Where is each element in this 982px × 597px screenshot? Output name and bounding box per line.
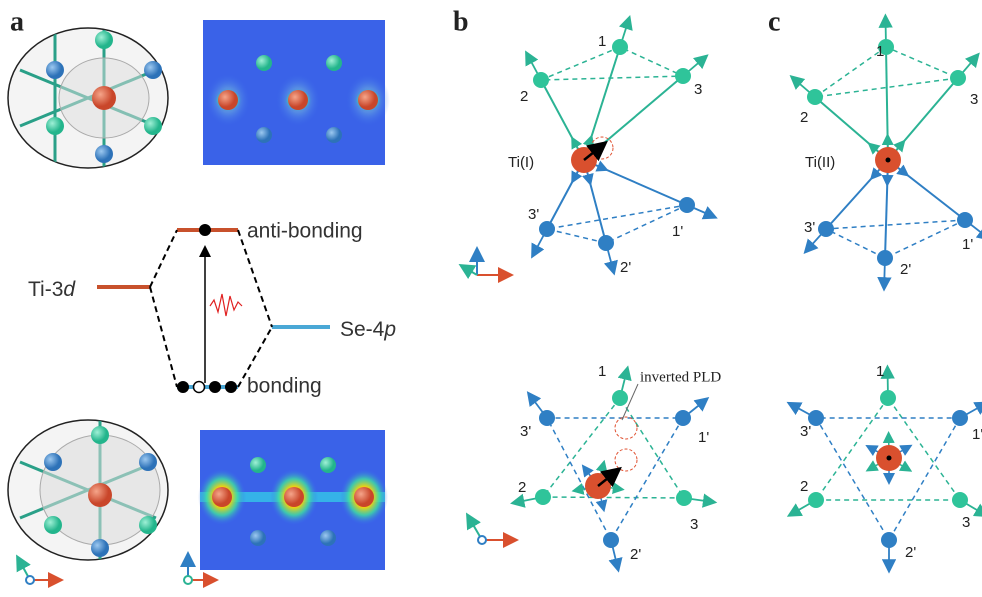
- density-map-top: [203, 20, 390, 165]
- atom-label: 3: [690, 516, 698, 533]
- ti-level-label-text: Ti-3: [28, 278, 63, 301]
- annotation: inverted PLD: [640, 369, 721, 385]
- atom: [598, 235, 614, 251]
- atom-label: 1': [972, 426, 982, 443]
- atom-label: 3': [528, 206, 539, 223]
- ghost-position: [615, 449, 637, 471]
- atom-label: 2: [800, 478, 808, 495]
- atom: [533, 72, 549, 88]
- center-dot: [886, 158, 891, 163]
- atom: [952, 410, 968, 426]
- ghost-position: [591, 137, 613, 159]
- center-dot: [887, 456, 892, 461]
- atom-label: 2: [520, 88, 528, 105]
- structure-0: 1 2 3 1' 2' 3' Ti(I): [508, 18, 714, 276]
- density-map-bottom: [198, 430, 388, 570]
- atom-label: 1: [876, 43, 884, 60]
- atom: [612, 39, 628, 55]
- atom-label: 1: [598, 363, 606, 380]
- ti-level-label: Ti-3d: [28, 278, 76, 301]
- atom: [957, 212, 973, 228]
- atom: [675, 410, 691, 426]
- atom: [603, 532, 619, 548]
- atom-label: 3': [800, 423, 811, 440]
- atom: [881, 532, 897, 548]
- atom-label: 3: [970, 91, 978, 108]
- atom-label: 2: [800, 109, 808, 126]
- atom-label: 1': [962, 236, 973, 253]
- atom-label: 3: [694, 81, 702, 98]
- atom-label: 1: [598, 33, 606, 50]
- atom: [807, 89, 823, 105]
- atom: [950, 70, 966, 86]
- dashed-triangle: [547, 205, 687, 243]
- structure-bottom: [8, 420, 168, 560]
- atom-label: 2': [900, 261, 911, 278]
- atom: [880, 390, 896, 406]
- atom: [679, 197, 695, 213]
- figure: a b c Ti-3d Se-4p anti-bonding bonding 1 2 3 1' 2' 3…: [0, 0, 982, 597]
- dashed-triangle: [547, 418, 683, 540]
- dashed-triangle: [826, 220, 965, 258]
- structure-3: 1 2 3 1' 2' 3': [790, 363, 982, 570]
- energy-diagram: [97, 224, 330, 393]
- ghost-position: [615, 417, 637, 439]
- atom-label: 2: [518, 479, 526, 496]
- atom-label: 2': [620, 259, 631, 276]
- atom: [539, 221, 555, 237]
- ti-label: Ti(I): [508, 154, 534, 171]
- panel-label: a: [10, 6, 24, 37]
- atom-label: 1': [672, 223, 683, 240]
- atom: [808, 492, 824, 508]
- atom: [535, 489, 551, 505]
- atom-label: 2': [905, 544, 916, 561]
- se-level-label-text: Se-4: [340, 318, 385, 341]
- atom-label: 1: [876, 363, 884, 380]
- panel-label: b: [453, 6, 469, 37]
- atom: [612, 390, 628, 406]
- structure-top: [8, 28, 168, 170]
- bonding-label: bonding: [247, 375, 322, 398]
- atom: [539, 410, 555, 426]
- panel-label: c: [768, 6, 780, 37]
- atom-label: 3': [804, 219, 815, 236]
- atom: [877, 250, 893, 266]
- atom: [818, 221, 834, 237]
- atom-label: 3': [520, 423, 531, 440]
- se-level-label: Se-4p: [340, 318, 396, 341]
- atom-label: 1': [698, 429, 709, 446]
- structure-2: 1 2 3 1' 2' 3' Ti(II): [792, 17, 982, 288]
- ti-level-label-orbital: d: [63, 278, 76, 301]
- atom-label: 2': [630, 546, 641, 563]
- atom: [675, 68, 691, 84]
- atom: [676, 490, 692, 506]
- atom: [952, 492, 968, 508]
- se-level-label-orbital: p: [383, 318, 396, 341]
- antibonding-label: anti-bonding: [247, 220, 363, 243]
- structure-1: 1 2 3 1' 2' 3' inverted PLD: [514, 363, 722, 569]
- atom-label: 3: [962, 514, 970, 531]
- dashed-triangle: [543, 398, 684, 498]
- ti-label: Ti(II): [805, 154, 835, 171]
